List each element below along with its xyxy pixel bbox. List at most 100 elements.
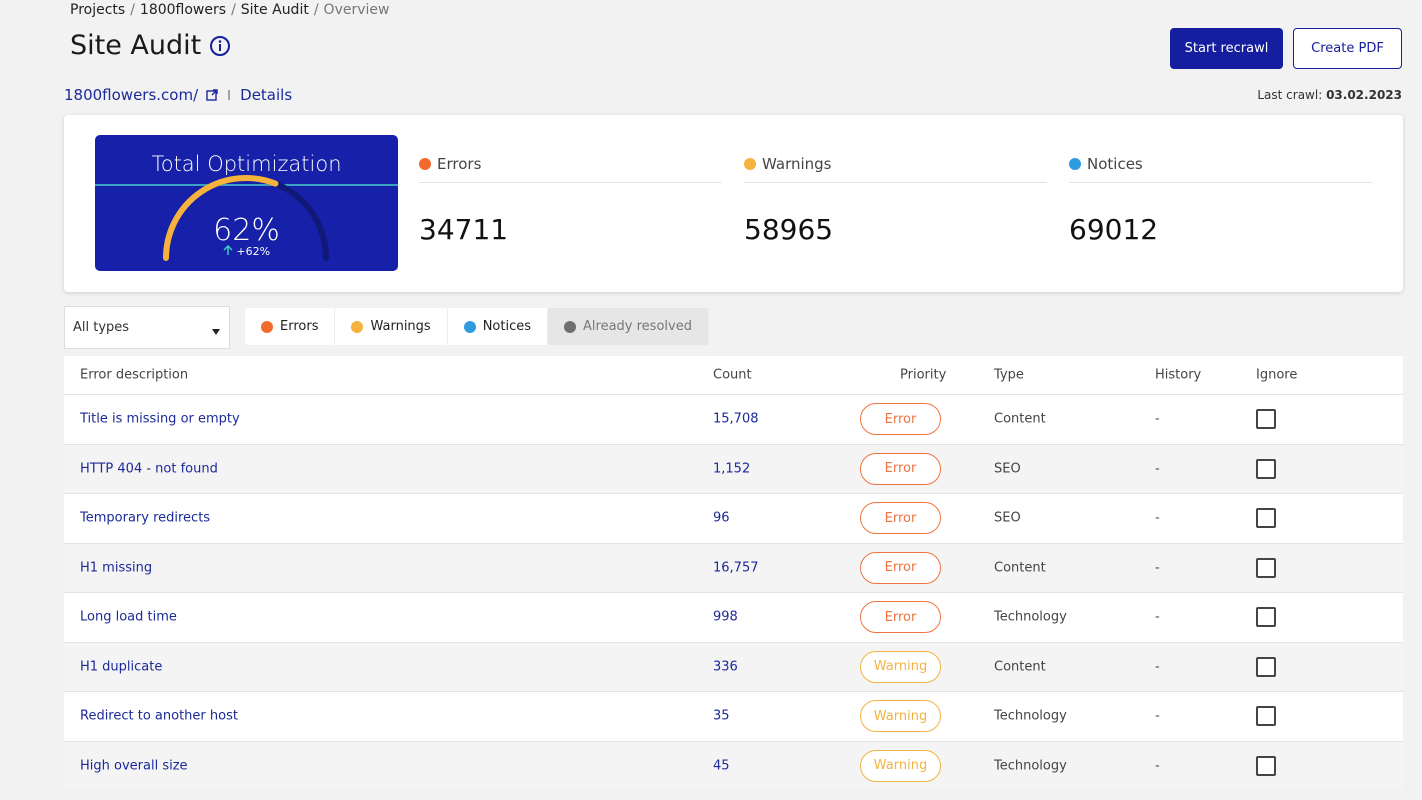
- ignore-checkbox[interactable]: [1256, 755, 1276, 776]
- ignore-checkbox[interactable]: [1256, 557, 1276, 578]
- tab-label: Notices: [482, 319, 532, 334]
- stat-value: 34711: [419, 213, 509, 246]
- filter-tab[interactable]: Notices: [448, 308, 549, 345]
- priority-badge: Error: [860, 502, 941, 535]
- issue-type: Technology: [994, 609, 1067, 625]
- table-header: Error description Count Priority Type Histor…: [64, 356, 1403, 394]
- table-row: Title is missing or empty 15,708 Error Cont…: [64, 394, 1403, 444]
- rule: [95, 184, 398, 186]
- issue-count[interactable]: 336: [713, 659, 738, 675]
- stat-value: 69012: [1069, 213, 1159, 246]
- filter-tab[interactable]: Already resolved: [548, 308, 709, 345]
- issue-history: -: [1155, 659, 1160, 675]
- change-text: +62%: [236, 245, 271, 258]
- last-crawl-date: 03.02.2023: [1326, 88, 1402, 102]
- issue-count[interactable]: 96: [713, 510, 730, 526]
- tab-dot: [564, 320, 577, 333]
- ignore-checkbox[interactable]: [1256, 706, 1276, 727]
- issue-count[interactable]: 16,757: [713, 560, 759, 576]
- issue-history: -: [1155, 461, 1160, 477]
- ignore-checkbox[interactable]: [1256, 656, 1276, 677]
- site-link[interactable]: 1800flowers.com/: [64, 86, 199, 104]
- issue-link[interactable]: Temporary redirects: [80, 510, 211, 526]
- table-row: Temporary redirects 96 Error SEO -: [64, 493, 1403, 543]
- page-title: Site Audit: [70, 30, 231, 61]
- breadcrumb-item[interactable]: Site Audit: [240, 2, 309, 18]
- breadcrumb-item: Overview: [323, 2, 390, 18]
- issue-history: -: [1155, 609, 1160, 625]
- breadcrumb-separator: /: [231, 2, 236, 18]
- priority-badge: Warning: [860, 700, 941, 733]
- info-icon[interactable]: [209, 35, 231, 57]
- gauge: [163, 175, 329, 261]
- issue-link[interactable]: Redirect to another host: [80, 708, 238, 724]
- issue-count[interactable]: 35: [713, 708, 730, 724]
- issue-count[interactable]: 45: [713, 758, 730, 774]
- divider: [228, 90, 230, 100]
- last-crawl-label: Last crawl:: [1257, 88, 1323, 102]
- breadcrumb-item[interactable]: 1800flowers: [139, 2, 227, 18]
- filter-tab[interactable]: Errors: [245, 308, 336, 345]
- create-pdf-button[interactable]: Create PDF: [1293, 28, 1402, 69]
- select-caret: [212, 329, 220, 335]
- breadcrumb-item[interactable]: Projects: [70, 2, 126, 18]
- table-row: H1 duplicate 336 Warning Content -: [64, 641, 1403, 691]
- tab-label: Already resolved: [583, 319, 692, 334]
- stat-name: Errors: [437, 155, 482, 173]
- priority-badge: Warning: [860, 749, 941, 782]
- start-recrawl-button[interactable]: Start recrawl: [1170, 28, 1283, 69]
- tab-dot: [463, 320, 476, 333]
- issue-link[interactable]: H1 missing: [80, 560, 153, 576]
- tab-dot: [261, 320, 273, 333]
- issue-history: -: [1155, 560, 1160, 576]
- breadcrumb-separator: /: [130, 2, 135, 18]
- table-row: Redirect to another host 35 Warning Technol…: [64, 691, 1403, 741]
- issue-count[interactable]: 998: [713, 609, 738, 625]
- filter-tab[interactable]: Warnings: [335, 308, 448, 345]
- stat-header: Notices: [1069, 155, 1372, 183]
- issue-count[interactable]: 15,708: [713, 411, 759, 427]
- priority-badge: Error: [860, 601, 941, 634]
- table-row: HTTP 404 - not found 1,152 Error SEO -: [64, 443, 1403, 493]
- ignore-checkbox[interactable]: [1256, 458, 1276, 479]
- optimization-score: 62%: [213, 213, 280, 248]
- issue-history: -: [1155, 411, 1160, 427]
- ignore-checkbox[interactable]: [1256, 409, 1276, 430]
- column-header: Priority: [900, 367, 947, 383]
- stat: Notices 69012: [1069, 155, 1372, 246]
- select-text: All types: [73, 320, 130, 335]
- breadcrumb: Projects/1800flowers / Site Audit / Overview: [70, 2, 389, 18]
- issue-link[interactable]: High overall size: [80, 758, 188, 774]
- stat-dot: [744, 158, 756, 170]
- issue-link[interactable]: Long load time: [80, 609, 177, 625]
- ignore-checkbox[interactable]: [1256, 508, 1276, 529]
- details-link[interactable]: Details: [240, 86, 293, 104]
- up-arrow: [223, 244, 233, 255]
- priority-badge: Error: [860, 551, 941, 584]
- issue-type: Content: [994, 659, 1046, 675]
- external-icon[interactable]: [206, 89, 218, 101]
- type-select[interactable]: All types: [64, 306, 230, 349]
- issue-link[interactable]: H1 duplicate: [80, 659, 163, 675]
- gauge-value: [163, 175, 279, 261]
- ignore-checkbox[interactable]: [1256, 607, 1276, 628]
- summary-card: Total Optimization 62% +62% Errors 34711 W…: [64, 115, 1403, 292]
- issue-type: SEO: [994, 510, 1021, 526]
- priority-badge: Warning: [860, 650, 941, 683]
- stat-value: 58965: [744, 213, 834, 246]
- table-row: H1 missing 16,757 Error Content -: [64, 542, 1403, 592]
- issue-link[interactable]: HTTP 404 - not found: [80, 461, 218, 477]
- issue-link[interactable]: Title is missing or empty: [80, 411, 240, 427]
- issue-history: -: [1155, 708, 1160, 724]
- tab-label: Errors: [280, 319, 319, 334]
- column-header: Count: [713, 367, 752, 383]
- column-header: Type: [994, 367, 1024, 383]
- issue-count[interactable]: 1,152: [713, 461, 751, 477]
- column-header: History: [1155, 367, 1202, 383]
- issue-history: -: [1155, 758, 1160, 774]
- issue-type: Content: [994, 411, 1046, 427]
- issue-type: SEO: [994, 461, 1021, 477]
- stat: Errors 34711: [419, 155, 722, 246]
- site-bar: 1800flowers.com/ Details: [64, 86, 292, 104]
